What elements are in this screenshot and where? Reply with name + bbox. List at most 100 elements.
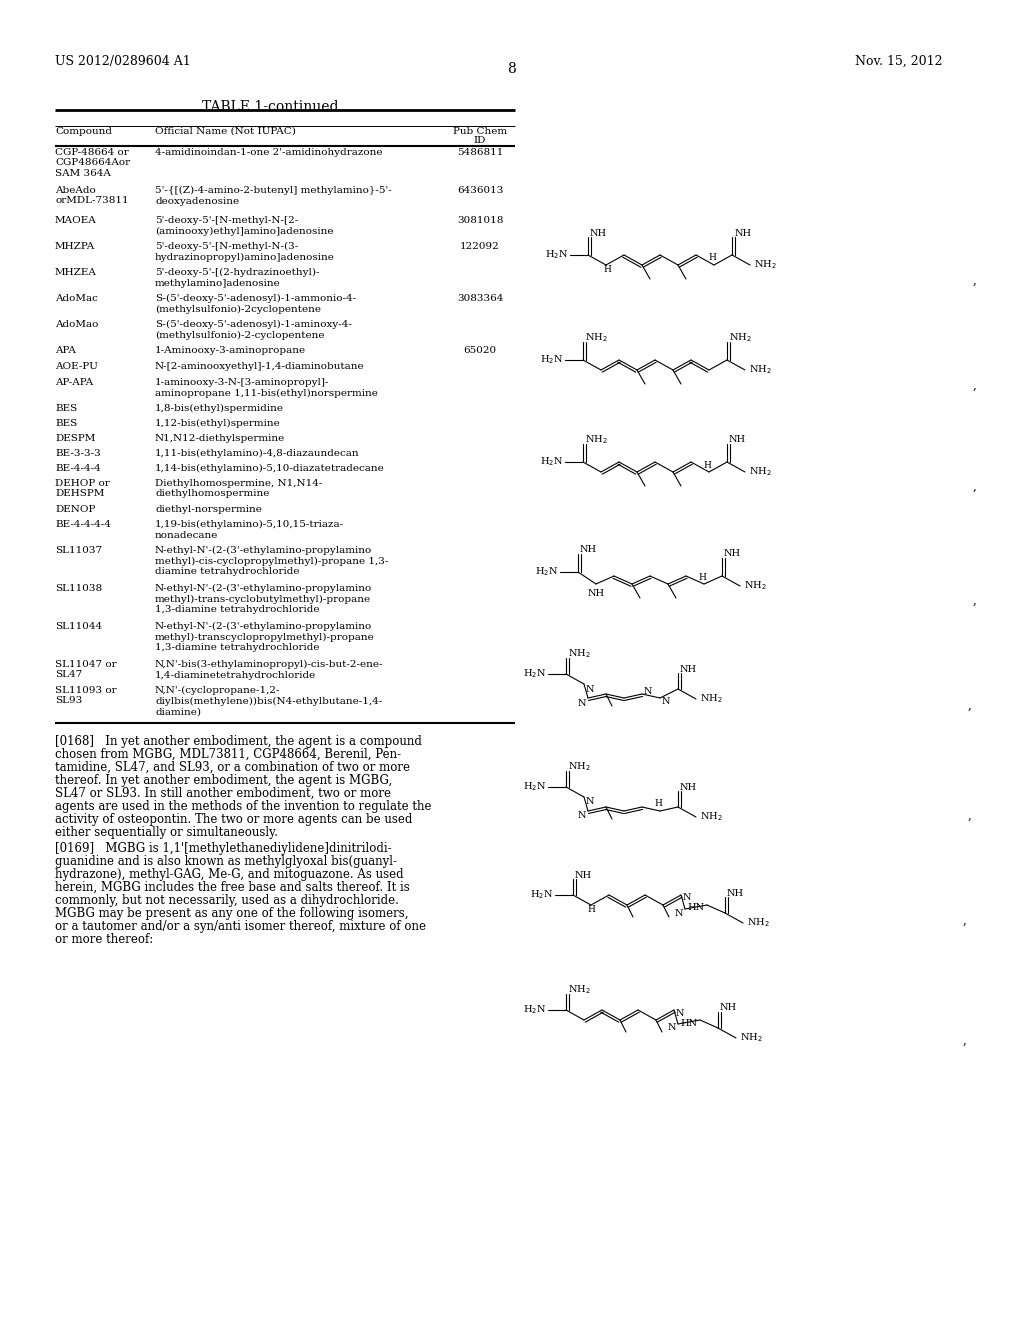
- Text: ,: ,: [973, 594, 977, 606]
- Text: N-[2-aminooxyethyl]-1,4-diaminobutane: N-[2-aminooxyethyl]-1,4-diaminobutane: [155, 362, 365, 371]
- Text: 1,14-bis(ethylamino)-5,10-diazatetradecane: 1,14-bis(ethylamino)-5,10-diazatetradeca…: [155, 465, 385, 473]
- Text: ,: ,: [968, 808, 972, 821]
- Text: SL47 or SL93. In still another embodiment, two or more: SL47 or SL93. In still another embodimen…: [55, 787, 391, 800]
- Text: N,N'-(cyclopropane-1,2-
diylbis(methylene))bis(N4-ethylbutane-1,4-
diamine): N,N'-(cyclopropane-1,2- diylbis(methylen…: [155, 686, 382, 715]
- Text: BE-4-4-4: BE-4-4-4: [55, 465, 100, 473]
- Text: [0168]   In yet another embodiment, the agent is a compound: [0168] In yet another embodiment, the ag…: [55, 735, 422, 748]
- Text: BES: BES: [55, 404, 77, 413]
- Text: H$_2$N: H$_2$N: [535, 565, 558, 578]
- Text: 1-Aminooxy-3-aminopropane: 1-Aminooxy-3-aminopropane: [155, 346, 306, 355]
- Text: or more thereof:: or more thereof:: [55, 933, 154, 946]
- Text: Nov. 15, 2012: Nov. 15, 2012: [855, 55, 942, 69]
- Text: 5'-deoxy-5'-[(2-hydrazinoethyl)-
methylamino]adenosine: 5'-deoxy-5'-[(2-hydrazinoethyl)- methyla…: [155, 268, 319, 288]
- Text: H: H: [603, 264, 611, 273]
- Text: 1,8-bis(ethyl)spermidine: 1,8-bis(ethyl)spermidine: [155, 404, 284, 413]
- Text: MGBG may be present as any one of the following isomers,: MGBG may be present as any one of the fo…: [55, 907, 409, 920]
- Text: NH$_2$: NH$_2$: [744, 579, 767, 593]
- Text: NH$_2$: NH$_2$: [568, 760, 591, 774]
- Text: NH$_2$: NH$_2$: [700, 693, 723, 705]
- Text: NH: NH: [727, 888, 744, 898]
- Text: S-(5'-deoxy-5'-adenosyl)-1-aminoxy-4-
(methylsulfonio)-2-cyclopentene: S-(5'-deoxy-5'-adenosyl)-1-aminoxy-4- (m…: [155, 319, 352, 339]
- Text: 1,11-bis(ethylamino)-4,8-diazaundecan: 1,11-bis(ethylamino)-4,8-diazaundecan: [155, 449, 359, 458]
- Text: NH: NH: [720, 1003, 737, 1012]
- Text: NH$_2$: NH$_2$: [585, 331, 607, 345]
- Text: 3083364: 3083364: [457, 294, 503, 304]
- Text: NH$_2$: NH$_2$: [700, 810, 723, 824]
- Text: H: H: [708, 253, 716, 263]
- Text: NH$_2$: NH$_2$: [740, 1032, 763, 1044]
- Text: Diethylhomospermine, N1,N14-
diethylhomospermine: Diethylhomospermine, N1,N14- diethylhomo…: [155, 479, 323, 499]
- Text: ,: ,: [963, 913, 967, 927]
- Text: NH$_2$: NH$_2$: [568, 983, 591, 997]
- Text: NH: NH: [580, 545, 597, 554]
- Text: NH: NH: [588, 590, 604, 598]
- Text: NH$_2$: NH$_2$: [568, 648, 591, 660]
- Text: 3081018: 3081018: [457, 216, 503, 224]
- Text: TABLE 1-continued: TABLE 1-continued: [202, 100, 338, 114]
- Text: 5'-deoxy-5'-[N-methyl-N-[2-
(aminooxy)ethyl]amino]adenosine: 5'-deoxy-5'-[N-methyl-N-[2- (aminooxy)et…: [155, 216, 334, 235]
- Text: NH$_2$: NH$_2$: [749, 363, 772, 376]
- Text: NH: NH: [724, 549, 741, 558]
- Text: 6436013: 6436013: [457, 186, 503, 195]
- Text: H$_2$N: H$_2$N: [540, 354, 563, 367]
- Text: MHZEA: MHZEA: [55, 268, 97, 277]
- Text: N-ethyl-N'-(2-(3'-ethylamino-propylamino
methyl)-cis-cyclopropylmethyl)-propane : N-ethyl-N'-(2-(3'-ethylamino-propylamino…: [155, 546, 388, 576]
- Text: ID: ID: [474, 136, 486, 145]
- Text: herein, MGBG includes the free base and salts thereof. It is: herein, MGBG includes the free base and …: [55, 880, 410, 894]
- Text: N: N: [644, 688, 652, 697]
- Text: guanidine and is also known as methylglyoxal bis(guanyl-: guanidine and is also known as methylgly…: [55, 855, 397, 869]
- Text: AP-APA: AP-APA: [55, 378, 93, 387]
- Text: H$_2$N: H$_2$N: [529, 888, 553, 902]
- Text: NH$_2$: NH$_2$: [754, 259, 776, 272]
- Text: H$_2$N: H$_2$N: [522, 780, 546, 793]
- Text: SL11038: SL11038: [55, 583, 102, 593]
- Text: MHZPA: MHZPA: [55, 242, 95, 251]
- Text: either sequentially or simultaneously.: either sequentially or simultaneously.: [55, 826, 278, 840]
- Text: 1-aminooxy-3-N-[3-aminopropyl]-
aminopropane 1,11-bis(ethyl)norspermine: 1-aminooxy-3-N-[3-aminopropyl]- aminopro…: [155, 378, 378, 397]
- Text: diethyl-norspermine: diethyl-norspermine: [155, 506, 262, 513]
- Text: Pub Chem: Pub Chem: [453, 127, 507, 136]
- Text: 5486811: 5486811: [457, 148, 503, 157]
- Text: 122092: 122092: [460, 242, 500, 251]
- Text: US 2012/0289604 A1: US 2012/0289604 A1: [55, 55, 190, 69]
- Text: AdoMao: AdoMao: [55, 319, 98, 329]
- Text: N: N: [662, 697, 671, 705]
- Text: NH: NH: [590, 228, 607, 238]
- Text: H: H: [587, 904, 595, 913]
- Text: thereof. In yet another embodiment, the agent is MGBG,: thereof. In yet another embodiment, the …: [55, 774, 392, 787]
- Text: H$_2$N: H$_2$N: [545, 248, 568, 261]
- Text: AbeAdo
orMDL-73811: AbeAdo orMDL-73811: [55, 186, 129, 206]
- Text: AOE-PU: AOE-PU: [55, 362, 98, 371]
- Text: ,: ,: [973, 379, 977, 392]
- Text: ,: ,: [973, 273, 977, 286]
- Text: NH: NH: [680, 783, 697, 792]
- Text: SL11044: SL11044: [55, 622, 102, 631]
- Text: DENOP: DENOP: [55, 506, 95, 513]
- Text: 1,19-bis(ethylamino)-5,10,15-triaza-
nonadecane: 1,19-bis(ethylamino)-5,10,15-triaza- non…: [155, 520, 344, 540]
- Text: 5'-{[(Z)-4-amino-2-butenyl] methylamino}-5'-
deoxyadenosine: 5'-{[(Z)-4-amino-2-butenyl] methylamino}…: [155, 186, 392, 206]
- Text: NH$_2$: NH$_2$: [729, 331, 752, 345]
- Text: NH: NH: [680, 664, 697, 673]
- Text: hydrazone), methyl-GAG, Me-G, and mitoguazone. As used: hydrazone), methyl-GAG, Me-G, and mitogu…: [55, 869, 403, 880]
- Text: agents are used in the methods of the invention to regulate the: agents are used in the methods of the in…: [55, 800, 431, 813]
- Text: DEHOP or
DEHSPM: DEHOP or DEHSPM: [55, 479, 110, 499]
- Text: H$_2$N: H$_2$N: [540, 455, 563, 469]
- Text: N1,N12-diethylspermine: N1,N12-diethylspermine: [155, 434, 286, 444]
- Text: SL11037: SL11037: [55, 546, 102, 554]
- Text: DESPM: DESPM: [55, 434, 95, 444]
- Text: N-ethyl-N'-(2-(3'-ethylamino-propylamino
methyl)-trans-cyclobutylmethyl)-propane: N-ethyl-N'-(2-(3'-ethylamino-propylamino…: [155, 583, 373, 614]
- Text: NH$_2$: NH$_2$: [746, 916, 770, 929]
- Text: 1,12-bis(ethyl)spermine: 1,12-bis(ethyl)spermine: [155, 418, 281, 428]
- Text: ,: ,: [963, 1034, 967, 1047]
- Text: N,N'-bis(3-ethylaminopropyl)-cis-but-2-ene-
1,4-diaminetetrahydrochloride: N,N'-bis(3-ethylaminopropyl)-cis-but-2-e…: [155, 660, 384, 680]
- Text: APA: APA: [55, 346, 76, 355]
- Text: Compound: Compound: [55, 127, 112, 136]
- Text: N: N: [586, 685, 595, 693]
- Text: SL11047 or
SL47: SL11047 or SL47: [55, 660, 117, 680]
- Text: NH$_2$: NH$_2$: [585, 433, 607, 446]
- Text: AdoMac: AdoMac: [55, 294, 98, 304]
- Text: MAOEA: MAOEA: [55, 216, 96, 224]
- Text: Official Name (Not IUPAC): Official Name (Not IUPAC): [155, 127, 296, 136]
- Text: N: N: [586, 797, 595, 807]
- Text: NH: NH: [575, 870, 592, 879]
